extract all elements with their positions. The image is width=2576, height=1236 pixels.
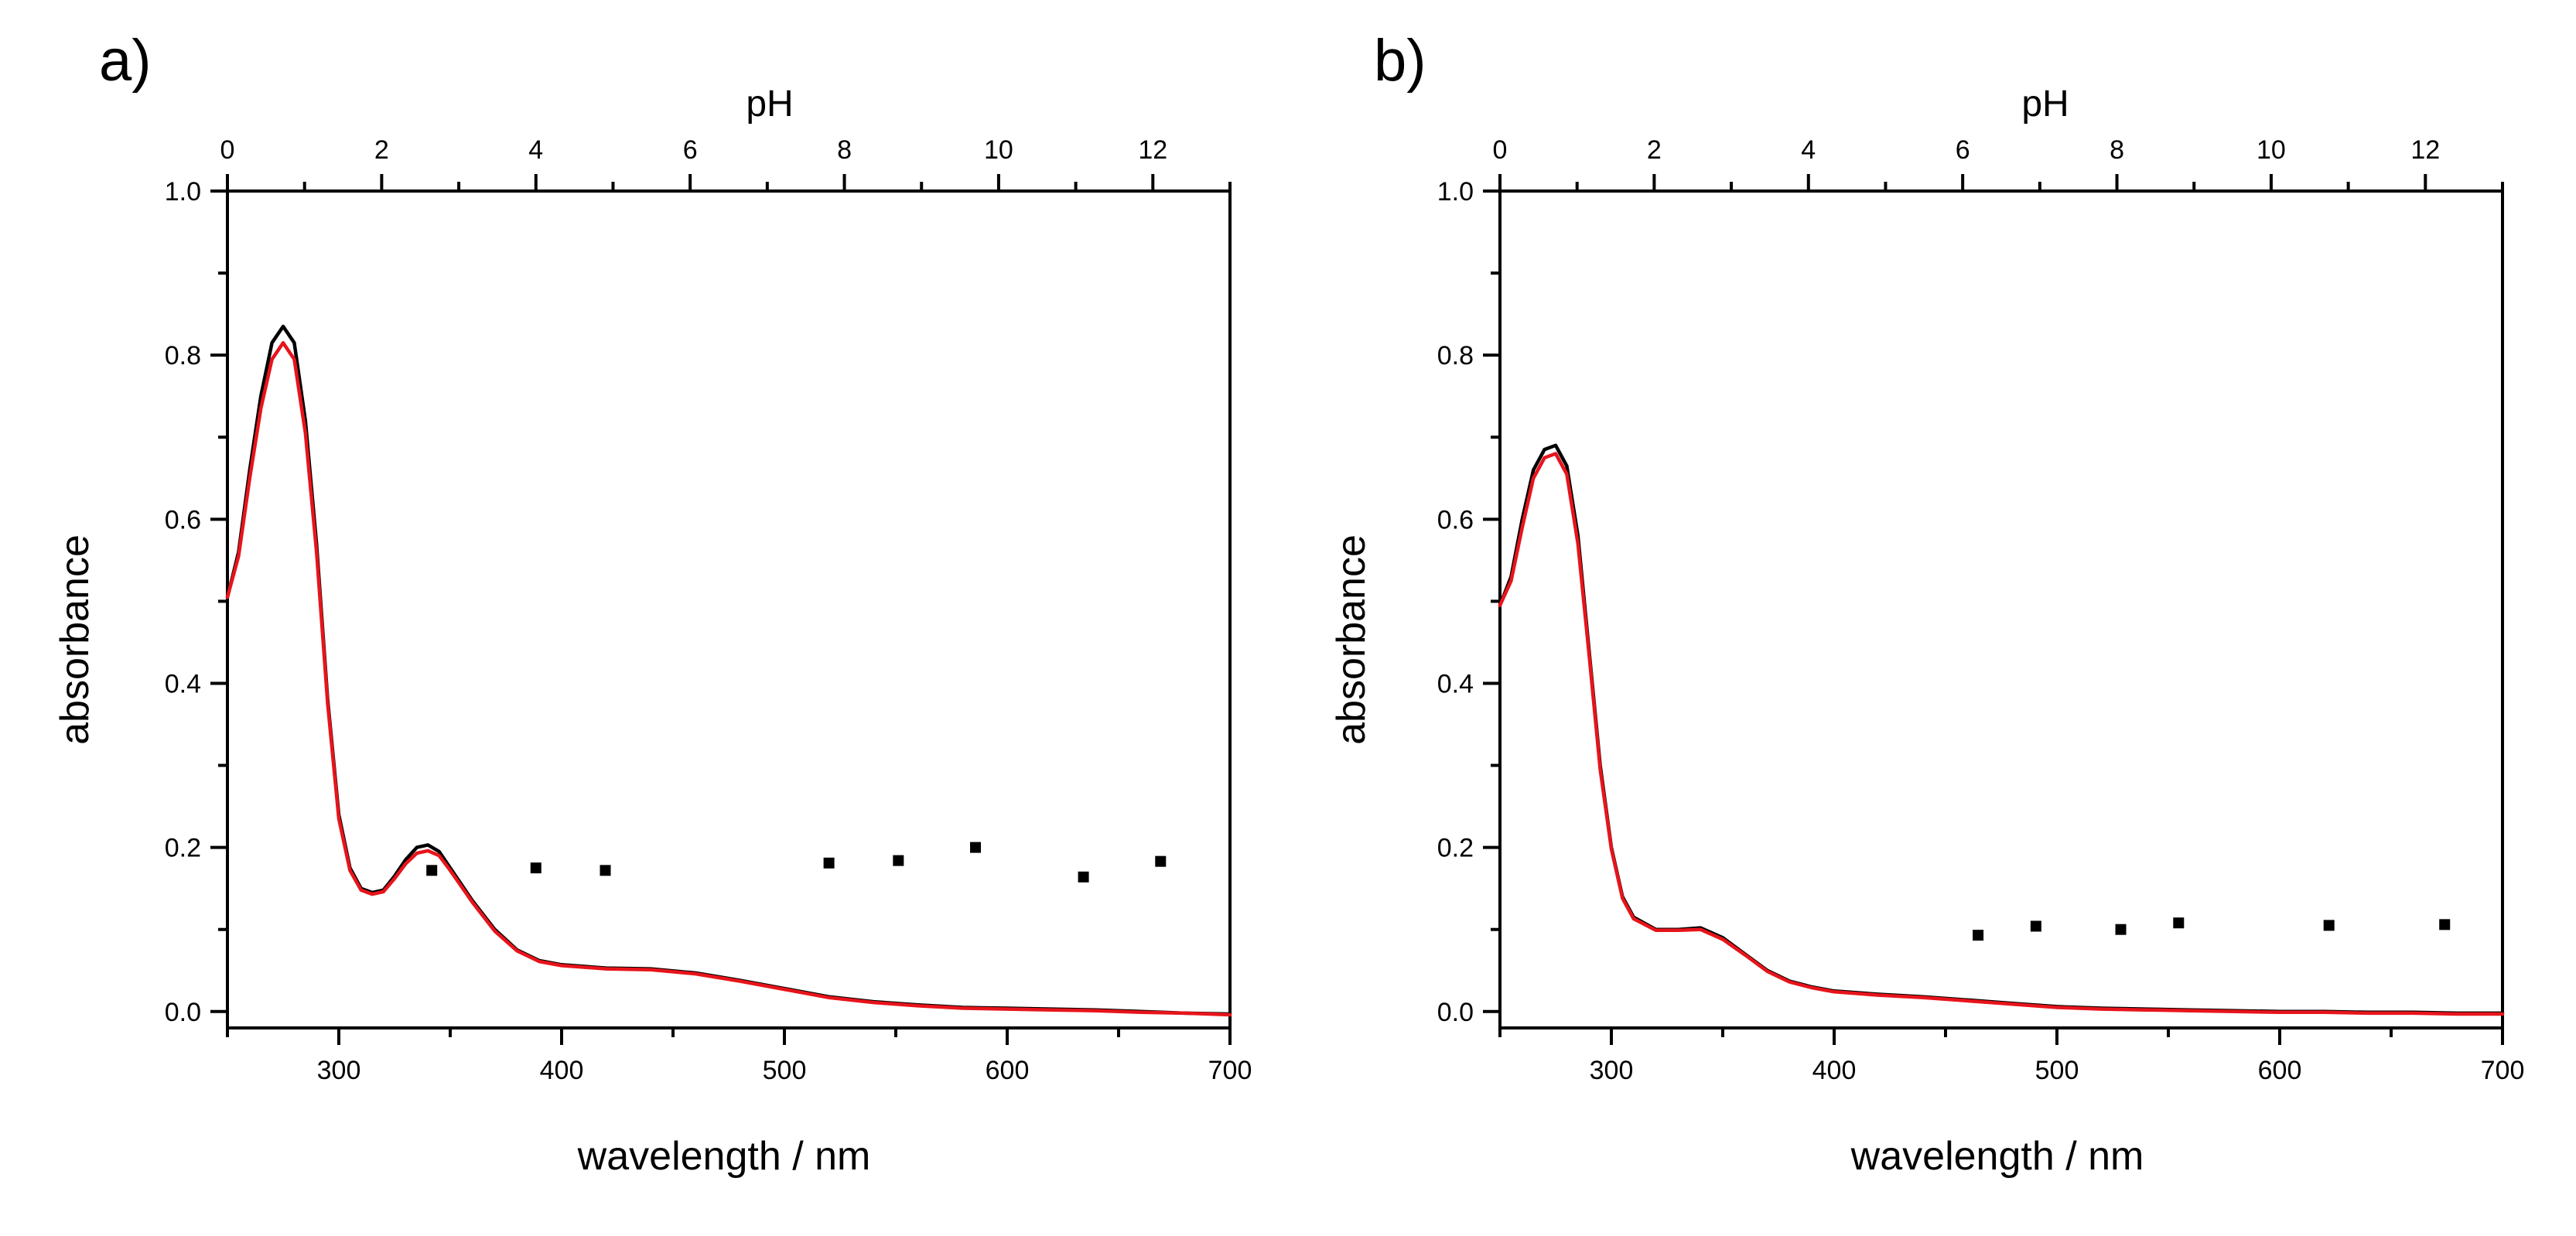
a-ph-tick-label: 10: [984, 135, 1013, 165]
panel-b-series: [1498, 443, 2505, 1016]
a-y-tick-label: 1.0: [165, 177, 201, 207]
b-ph-point: [2439, 919, 2451, 930]
a-ph-point: [530, 862, 542, 874]
b-x-tick-label: 300: [1590, 1056, 1634, 1085]
panel-b-label: b): [1374, 28, 1426, 94]
b-y-tick-label: 1.0: [1437, 177, 1474, 207]
b-series-red: [1498, 452, 2505, 1016]
b-x-tick-label: 500: [2035, 1056, 2079, 1085]
panel-b-ticks: 300 400 500 600 700 0.0 0.2 0.4 0.6 0.8 1.0 0 2 4 6 8 10…: [1437, 135, 2525, 1085]
b-ph-tick-label: 10: [2257, 135, 2286, 165]
panel-a: a) pH absorbance wavelength / nm 300 400 5…: [53, 28, 1252, 1179]
b-x-tick-label: 400: [1812, 1056, 1857, 1085]
a-y-tick-label: 0.2: [165, 834, 201, 863]
a-x-tick-label: 300: [317, 1056, 361, 1085]
a-ph-tick-label: 8: [837, 135, 852, 165]
b-y-tick-label: 0.6: [1437, 505, 1474, 534]
b-ph-tick-label: 0: [1493, 135, 1508, 165]
a-ph-tick-label: 6: [683, 135, 698, 165]
b-y-tick-label: 0.0: [1437, 998, 1474, 1027]
panel-b-x-axis-title: wavelength / nm: [1850, 1134, 2144, 1179]
panel-a-ticks: 300 400 500 600 700 0.0 0.2 0.4 0.6 0.8 1.0 0 2 4 6 8 10…: [165, 135, 1252, 1085]
a-y-tick-label: 0.0: [165, 998, 201, 1027]
b-x-tick-label: 700: [2481, 1056, 2525, 1085]
panel-b-plot-frame: [1498, 189, 2504, 1029]
a-y-tick-label: 0.4: [165, 669, 201, 698]
a-ph-point: [893, 855, 904, 866]
b-ph-tick-label: 8: [2110, 135, 2124, 165]
b-ph-point: [1973, 930, 1984, 941]
b-y-tick-label: 0.2: [1437, 834, 1474, 863]
b-ph-point: [2030, 920, 2041, 932]
b-ph-tick-label: 12: [2410, 135, 2440, 165]
a-series-black: [225, 324, 1232, 1016]
b-y-tick-label: 0.8: [1437, 341, 1474, 370]
b-ph-point: [2115, 924, 2127, 935]
panel-b: b) pH absorbance wavelength / nm 300 400 5…: [1329, 28, 2524, 1179]
panel-b-ph-points: [1973, 917, 2451, 941]
a-ph-point: [823, 857, 835, 869]
b-ph-point: [2173, 917, 2185, 929]
a-ph-point: [970, 842, 982, 853]
panel-a-series: [225, 324, 1232, 1017]
a-ph-point: [1078, 871, 1089, 883]
b-ph-tick-label: 4: [1801, 135, 1816, 165]
panel-b-ph-axis-title: pH: [2021, 84, 2069, 125]
a-ph-tick-label: 2: [374, 135, 389, 165]
a-ph-point: [600, 865, 611, 876]
panel-a-ph-points: [426, 842, 1167, 883]
panel-a-y-axis-title: absorbance: [53, 534, 97, 745]
a-x-tick-label: 700: [1208, 1056, 1252, 1085]
panel-a-x-axis-title: wavelength / nm: [577, 1134, 871, 1179]
panel-a-plot-frame: [226, 189, 1232, 1029]
a-x-tick-label: 600: [986, 1056, 1030, 1085]
a-ph-point: [1155, 855, 1167, 867]
a-ph-tick-label: 12: [1138, 135, 1167, 165]
a-y-tick-label: 0.8: [165, 341, 201, 370]
b-ph-tick-label: 2: [1647, 135, 1662, 165]
a-y-tick-label: 0.6: [165, 505, 201, 534]
b-ph-point: [2323, 920, 2335, 931]
a-series-red: [225, 340, 1232, 1017]
a-ph-point: [426, 865, 438, 876]
panel-a-label: a): [99, 28, 152, 94]
a-ph-tick-label: 0: [220, 135, 235, 165]
b-x-tick-label: 600: [2258, 1056, 2302, 1085]
panel-a-ph-axis-title: pH: [746, 84, 793, 125]
a-ph-tick-label: 4: [528, 135, 543, 165]
a-x-tick-label: 400: [540, 1056, 584, 1085]
b-y-tick-label: 0.4: [1437, 669, 1474, 698]
panel-b-y-axis-title: absorbance: [1329, 534, 1374, 745]
a-x-tick-label: 500: [763, 1056, 807, 1085]
b-ph-tick-label: 6: [1956, 135, 1970, 165]
